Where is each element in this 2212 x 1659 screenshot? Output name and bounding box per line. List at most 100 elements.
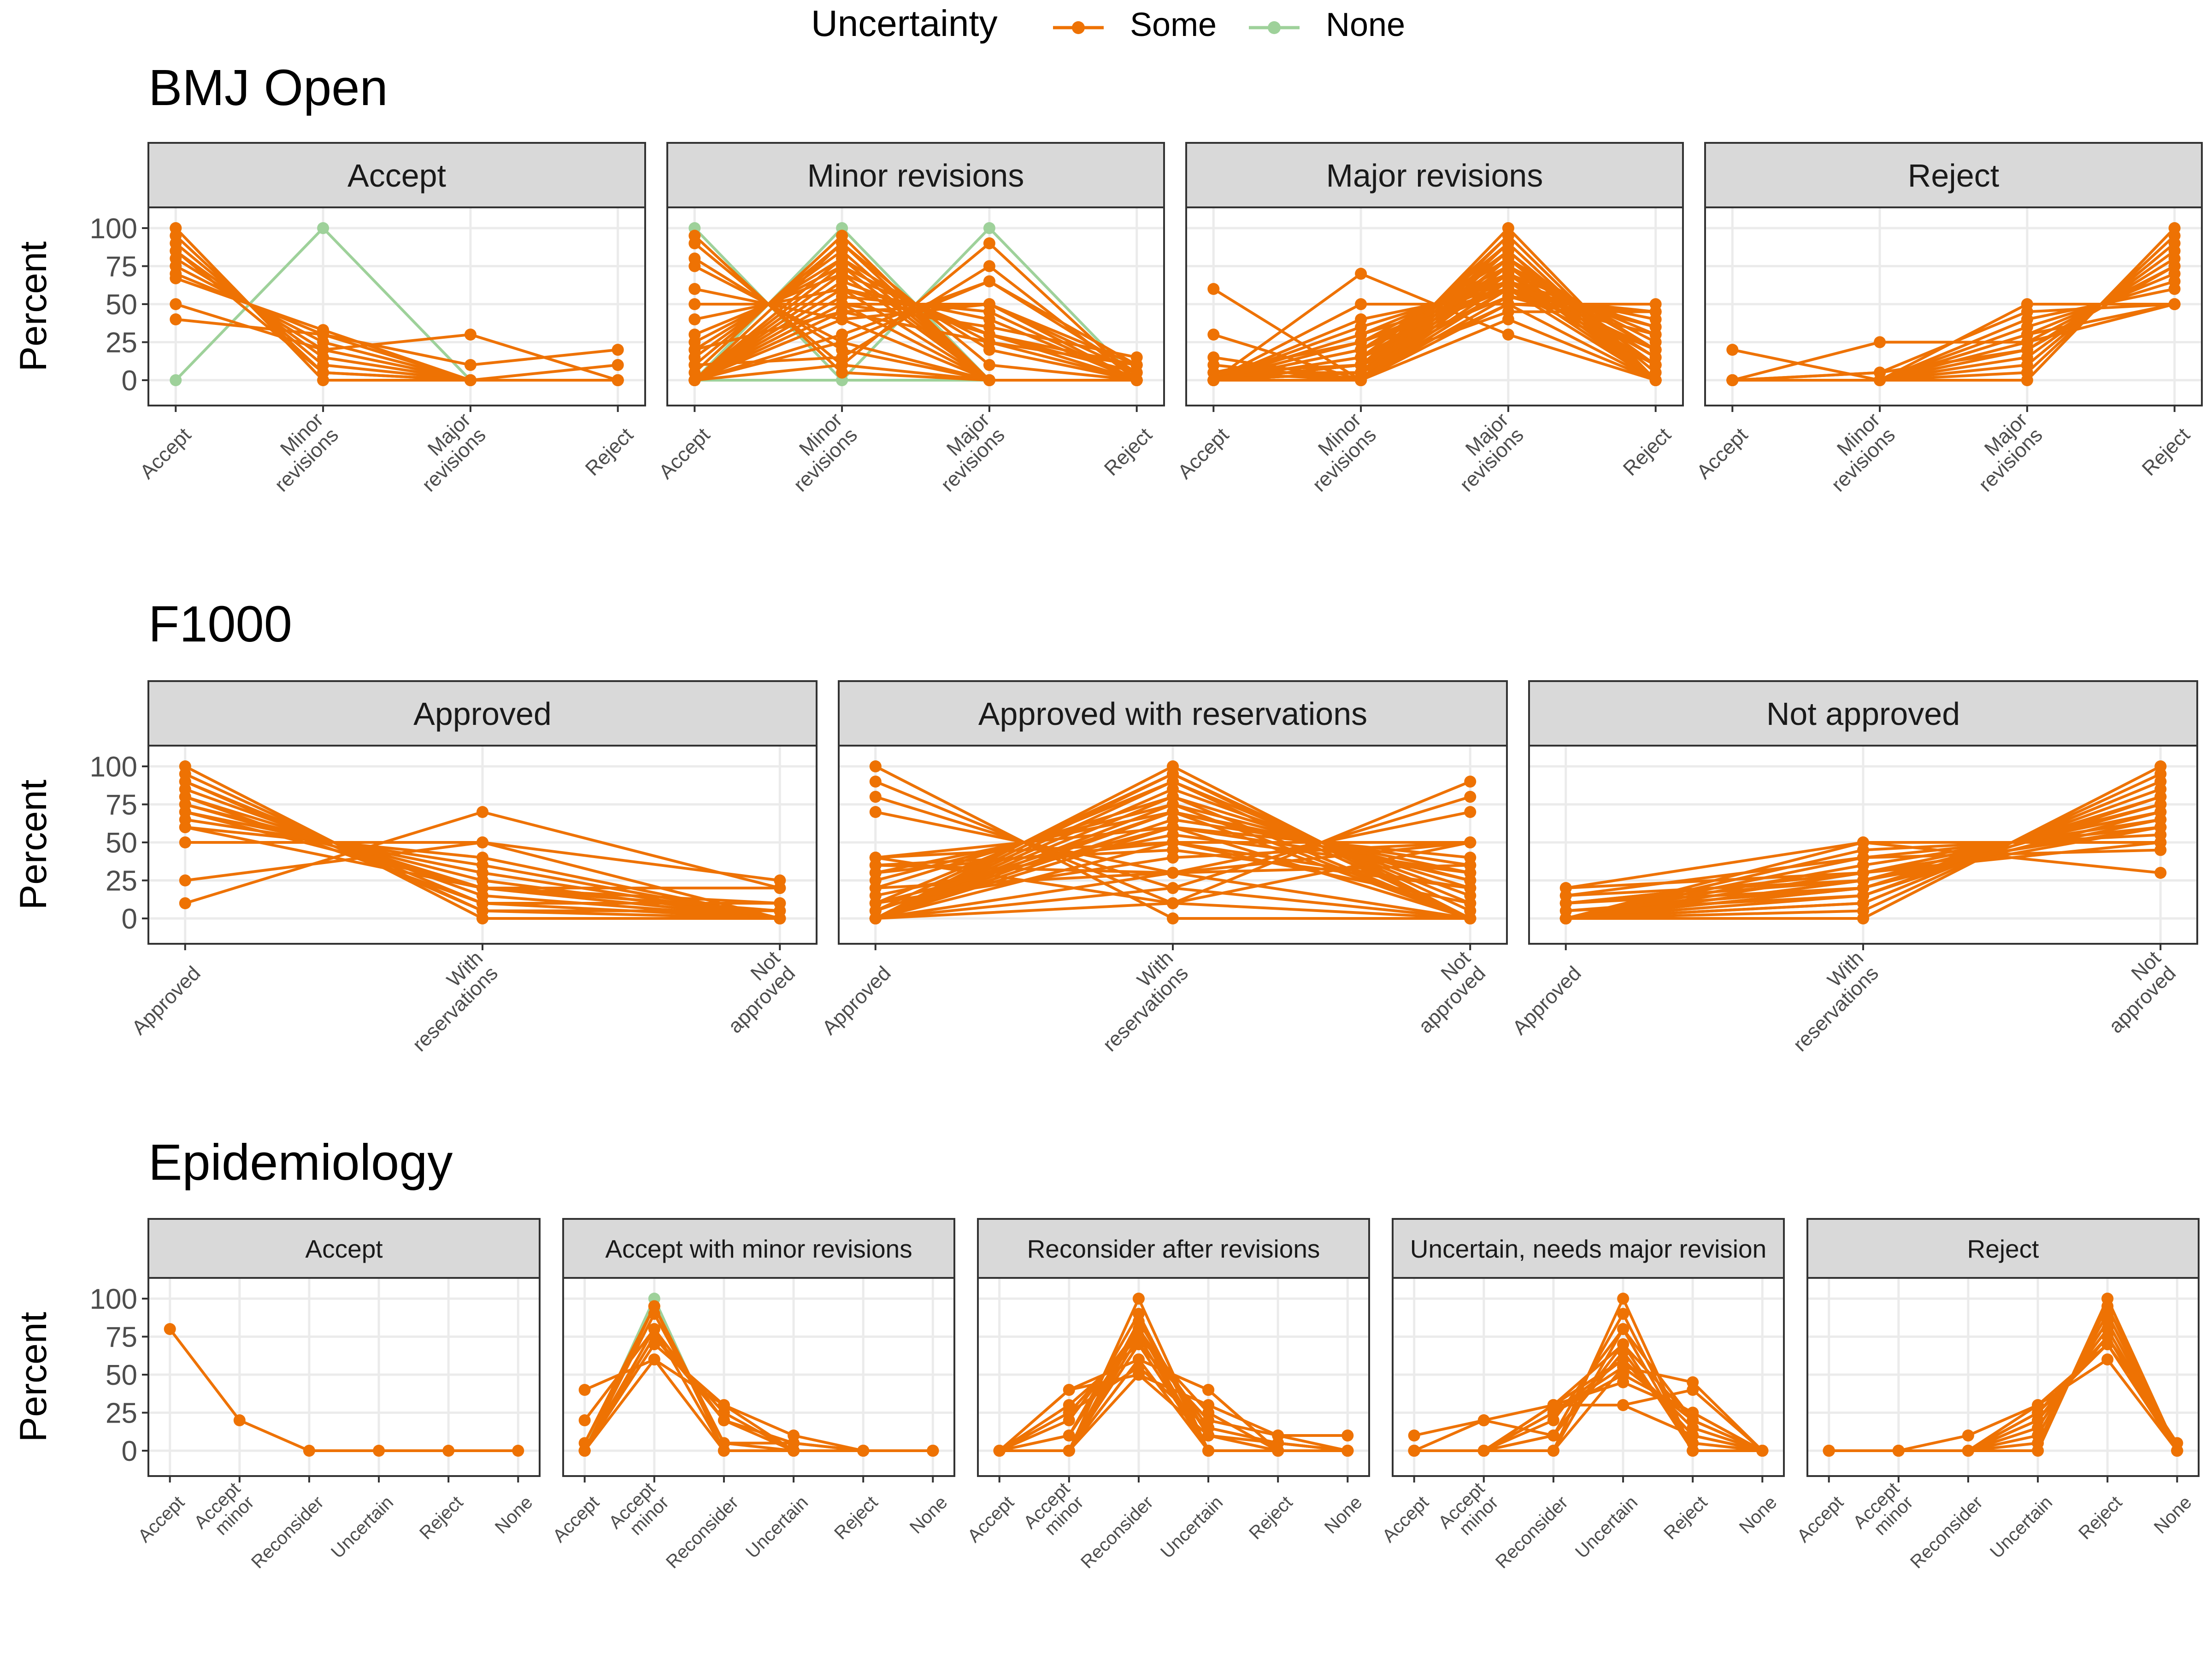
series-some-point — [718, 1437, 730, 1449]
series-some-point — [179, 897, 191, 909]
series-some-point — [1063, 1406, 1075, 1419]
series-some-point — [1464, 836, 1477, 848]
series-some-point — [788, 1437, 800, 1449]
series-some-point — [317, 329, 329, 341]
series-some-point — [1207, 374, 1220, 386]
series-some-point — [1341, 1445, 1354, 1457]
series-some-point — [1617, 1293, 1630, 1305]
panel-border — [1392, 1277, 1785, 1477]
series-some-point — [170, 245, 182, 257]
facet-strip — [147, 142, 646, 208]
y-tick-label: 0 — [122, 1435, 137, 1467]
series-some-point — [869, 912, 882, 924]
series-some-line — [999, 1320, 1348, 1452]
series-some-point — [164, 1323, 176, 1335]
series-some-point — [464, 359, 477, 371]
facet-strip — [1185, 142, 1684, 208]
series-some-point — [1464, 867, 1477, 879]
facet-strip-label: Major revisions — [1326, 158, 1543, 194]
series-some-point — [2154, 829, 2167, 841]
series-some-point — [2101, 1330, 2114, 1343]
facet-strip-label: Uncertain, needs major revision — [1410, 1235, 1766, 1263]
series-some-point — [1726, 344, 1739, 356]
series-some-point — [1477, 1445, 1490, 1457]
series-some-point — [1202, 1406, 1215, 1419]
row-title: Epidemiology — [148, 1134, 453, 1191]
series-some-point — [1874, 374, 1886, 386]
series-some-point — [688, 283, 701, 295]
series-some-point — [1649, 306, 1662, 318]
series-some-point — [983, 275, 995, 288]
y-axis-label: Percent — [12, 779, 54, 910]
series-some-point — [927, 1445, 939, 1457]
series-some-point — [1477, 1414, 1490, 1426]
series-some-point — [1355, 366, 1367, 379]
y-tick-label: 50 — [106, 1359, 137, 1391]
y-axis-label: Percent — [12, 1312, 54, 1442]
series-some-point — [1962, 1445, 1974, 1457]
series-some-point — [1502, 222, 1514, 234]
series-some-point — [1202, 1384, 1215, 1396]
row-title: BMJ Open — [148, 59, 388, 116]
series-none-point — [983, 222, 995, 234]
series-some-point — [1167, 821, 1179, 833]
series-some-point — [477, 859, 488, 871]
series-some-point — [688, 344, 701, 356]
facet-strip-label: Not approved — [1766, 696, 1960, 732]
series-some-point — [179, 798, 191, 811]
series-some-point — [170, 313, 182, 325]
series-some-line — [1213, 280, 1656, 382]
series-some-point — [2154, 798, 2167, 811]
facet-strip-label: Accept with minor revisions — [605, 1235, 912, 1263]
series-some-point — [1502, 329, 1514, 341]
series-some-point — [578, 1414, 591, 1426]
series-some-point — [983, 237, 995, 249]
series-some-point — [869, 897, 882, 909]
series-some-point — [578, 1445, 591, 1457]
facet-strip — [1704, 142, 2203, 208]
series-some-point — [1726, 374, 1739, 386]
series-some-point — [2101, 1353, 2114, 1365]
legend-label-none: None — [1326, 6, 1405, 43]
series-some-point — [2101, 1315, 2114, 1328]
series-some-point — [1355, 351, 1367, 364]
facet-strip — [1528, 680, 2198, 747]
series-some-point — [1617, 1346, 1630, 1358]
series-some-point — [2032, 1414, 2044, 1426]
series-some-line — [694, 310, 1137, 366]
series-some-line — [1413, 1350, 1763, 1452]
series-some-point — [2168, 298, 2181, 310]
series-some-point — [2101, 1293, 2114, 1305]
series-some-point — [1464, 882, 1477, 894]
series-some-point — [869, 806, 882, 818]
series-some-point — [2154, 760, 2167, 772]
series-some-line — [1213, 288, 1656, 382]
series-some-point — [983, 374, 995, 386]
series-some-point — [578, 1384, 591, 1396]
y-tick-label: 75 — [106, 1322, 137, 1353]
series-some-point — [464, 329, 477, 341]
series-some-line — [694, 303, 1137, 382]
facet-strip-label: Minor revisions — [807, 158, 1024, 194]
series-some-line — [1213, 280, 1657, 382]
series-some-point — [1857, 912, 1869, 924]
series-some-point — [464, 374, 477, 386]
series-some-point — [2021, 374, 2033, 386]
panel-border — [1806, 1277, 2200, 1477]
series-some-point — [612, 359, 624, 371]
series-some-line — [583, 1335, 933, 1452]
series-some-point — [1857, 897, 1869, 909]
series-some-point — [869, 867, 882, 879]
series-some-line — [1829, 1335, 2178, 1452]
series-some-point — [317, 344, 329, 356]
series-some-point — [648, 1300, 660, 1312]
series-some-point — [1355, 268, 1367, 280]
series-some-point — [1130, 359, 1143, 371]
y-tick-label: 100 — [90, 213, 137, 245]
series-some-point — [477, 905, 488, 917]
